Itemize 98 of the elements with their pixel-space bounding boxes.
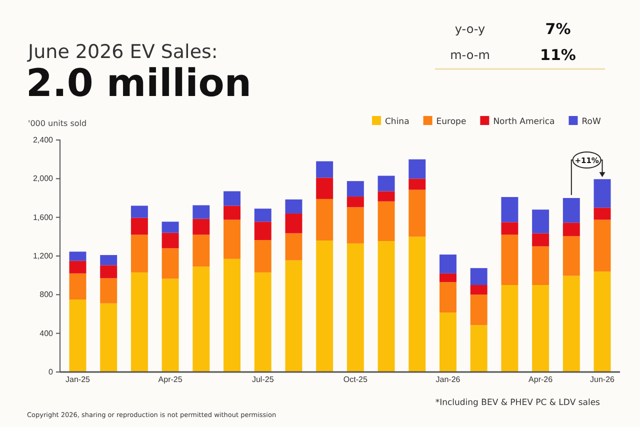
text: 11%: [540, 46, 576, 64]
bar: [285, 199, 302, 214]
chart-subtitle: 2.0 million: [26, 61, 252, 105]
bar: [224, 220, 240, 259]
bar: [501, 234, 518, 285]
bar: [69, 260, 86, 274]
bar: [532, 233, 550, 246]
bar: [100, 265, 118, 278]
bar: [346, 181, 364, 197]
y-tick-label: 0: [48, 368, 54, 377]
bar: [532, 285, 550, 372]
bar: [192, 218, 210, 235]
bar: [470, 268, 488, 285]
x-tick-label: Jan-26: [436, 375, 461, 384]
x-tick-label: Jul-25: [252, 375, 274, 384]
bar: [316, 198, 334, 241]
bar: [100, 303, 118, 372]
bar: [501, 222, 518, 235]
bar: [224, 206, 240, 220]
bar: [408, 159, 426, 179]
bar: [316, 161, 334, 178]
bar: [470, 285, 488, 295]
y-tick-label: 2,000: [32, 174, 54, 184]
bar: [470, 294, 488, 326]
bar: [378, 191, 395, 202]
bar: [378, 176, 395, 192]
bar: [100, 278, 118, 304]
bar: [346, 196, 364, 208]
bar: [254, 272, 272, 372]
bar: [130, 218, 148, 235]
bar: [594, 220, 611, 272]
bar: [316, 178, 334, 199]
bar: [130, 206, 148, 218]
bar: [192, 205, 210, 219]
bar: [285, 260, 302, 372]
bar: [162, 222, 179, 233]
bar: [378, 201, 395, 242]
bar: [162, 248, 179, 279]
bar: [100, 255, 118, 266]
bar: [440, 254, 456, 274]
x-tick-label: Oct-25: [343, 375, 368, 384]
bar: [532, 246, 550, 285]
legend-label: RoW: [582, 117, 602, 127]
bar: [192, 234, 210, 267]
bar: [162, 232, 179, 248]
bar: [69, 300, 86, 372]
text: y-o-y: [454, 22, 486, 36]
bar: [594, 271, 611, 372]
bar: [594, 208, 611, 220]
bar: [254, 208, 272, 222]
bar: [285, 213, 302, 234]
y-tick-label: 400: [40, 328, 54, 338]
bar: [69, 273, 86, 300]
bar: [224, 258, 240, 372]
bar: [69, 252, 86, 261]
chart-title: June 2026 EV Sales:: [27, 41, 218, 63]
legend-label: North America: [493, 117, 555, 127]
bar: [130, 234, 148, 272]
bar: [346, 207, 364, 244]
bar: [562, 276, 580, 372]
bar: [532, 210, 550, 234]
text: *Including BEV & PHEV PC & LDV sales: [435, 398, 601, 408]
bar: [440, 282, 456, 313]
x-tick-label: Jun-26: [590, 375, 616, 384]
y-tick-label: 1,600: [32, 212, 54, 222]
bar: [378, 241, 395, 372]
bar: [470, 325, 488, 372]
y-tick-label: 2,400: [32, 136, 54, 145]
bar: [408, 236, 426, 372]
bar: [440, 273, 456, 282]
bar: [130, 272, 148, 372]
bar: [501, 197, 518, 222]
y-axis-title: '000 units sold: [28, 119, 87, 128]
bar: [346, 243, 364, 372]
bar: [440, 312, 456, 372]
bar: [254, 240, 272, 272]
legend-label: China: [385, 117, 410, 127]
bar: [316, 240, 334, 372]
text: m-o-m: [450, 48, 490, 62]
x-tick-label: Apr-26: [528, 375, 554, 384]
bar: [594, 179, 611, 208]
y-tick-label: 1,200: [32, 252, 54, 261]
bar: [562, 198, 580, 223]
x-tick-label: Apr-25: [158, 375, 183, 384]
bar: [285, 233, 302, 260]
bar: [192, 266, 210, 372]
x-tick-label: Jan-25: [66, 375, 91, 384]
bar: [162, 278, 179, 372]
bar: [408, 178, 426, 190]
text: 7%: [545, 20, 571, 38]
y-tick-label: 800: [40, 290, 54, 300]
bar: [224, 191, 240, 206]
bar: [254, 222, 272, 240]
bar: [562, 222, 580, 236]
legend-label: Europe: [436, 117, 466, 127]
bar: [562, 236, 580, 276]
bar: [501, 285, 518, 372]
bar: [408, 190, 426, 237]
